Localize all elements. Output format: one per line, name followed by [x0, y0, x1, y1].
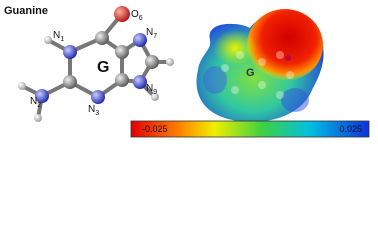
atom-label: N2 — [30, 96, 41, 109]
colorbar — [130, 120, 370, 138]
atom-element: N — [146, 83, 153, 94]
atom-subscript: 9 — [153, 89, 157, 96]
molecule-label: G — [97, 59, 109, 76]
atom-label: N1 — [53, 30, 64, 43]
atom-subscript: 1 — [60, 36, 64, 43]
atom-element: N — [146, 27, 153, 38]
atom-label: O6 — [131, 9, 143, 22]
title: Guanine — [4, 5, 48, 17]
atom-element: N — [88, 104, 95, 115]
atom-element: O — [131, 9, 139, 20]
atom-label: N3 — [88, 104, 99, 117]
atoms — [18, 6, 174, 122]
colorbar-max: 0.025 — [339, 124, 362, 134]
atom-subscript: 7 — [153, 33, 157, 40]
esp-map — [196, 9, 324, 123]
atom-label: N7 — [146, 27, 157, 40]
atom-subscript: 2 — [37, 102, 41, 109]
atom-subscript: 6 — [139, 15, 143, 22]
atom-label: N9 — [146, 83, 157, 96]
atom-element: N — [53, 30, 60, 41]
esp-label: G — [246, 67, 255, 79]
atom-element: N — [30, 96, 37, 107]
colorbar-min: -0.025 — [142, 124, 168, 134]
atom-subscript: 3 — [95, 110, 99, 117]
